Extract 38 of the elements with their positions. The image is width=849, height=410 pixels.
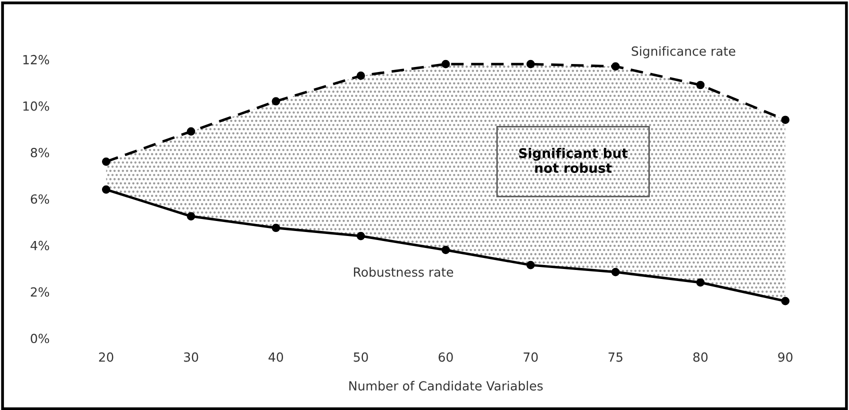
y-tick-label: 8% (30, 148, 50, 158)
point (442, 246, 450, 254)
point (696, 80, 705, 90)
x-tick-label: 90 (778, 352, 792, 362)
annotation: Significant but not robust (519, 148, 628, 173)
point (611, 268, 620, 276)
y-tick-label: 10% (23, 101, 50, 111)
point (442, 60, 450, 68)
x-tick-label: 50 (354, 352, 368, 362)
point (272, 97, 280, 106)
y-tick-label: 12% (23, 54, 50, 64)
x-tick-label: 70 (524, 352, 538, 362)
series-label: Significance rate (632, 46, 736, 58)
x-tick-label: 75 (608, 352, 622, 362)
series-label: Robustness rate (354, 267, 454, 277)
point (526, 60, 535, 68)
y-tick-label: 2% (30, 287, 50, 297)
x-axis-title: Number of Candidate Variables (349, 380, 543, 391)
point (611, 62, 620, 71)
y-tick-label: 6% (30, 194, 50, 204)
x-tick-label: 40 (268, 352, 284, 362)
point (781, 116, 790, 124)
x-tick-label: 30 (184, 352, 198, 362)
x-tick-label: 80 (693, 352, 708, 362)
point (696, 278, 705, 287)
x-tick-label: 60 (438, 352, 453, 362)
point (102, 158, 110, 166)
point (186, 212, 196, 220)
point (272, 224, 280, 232)
point (781, 296, 790, 306)
point (526, 260, 535, 270)
y-tick-label: 0% (30, 334, 50, 344)
point (102, 185, 110, 194)
y-tick-label: 4% (30, 240, 50, 250)
point (356, 72, 365, 80)
x-tick-label: 20 (99, 352, 114, 362)
point (356, 232, 365, 240)
point (186, 127, 196, 136)
